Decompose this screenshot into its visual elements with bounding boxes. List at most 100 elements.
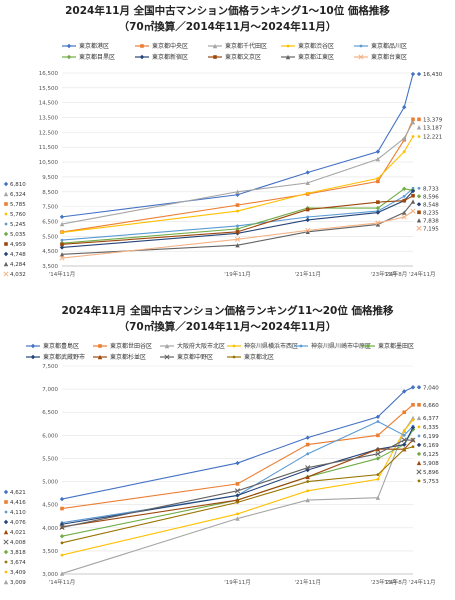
chart1-end-label: 16,430	[416, 71, 443, 78]
chart1-start-label-text: 4,032	[10, 272, 26, 278]
chart2-legend-item: 東京都墨田区	[361, 342, 414, 350]
chart1-ytick-label: 16,500	[39, 71, 59, 77]
chart2-end-label-marker	[416, 442, 422, 448]
chart2-data-point	[376, 420, 380, 423]
chart1-data-point	[59, 252, 65, 257]
chart2-data-point	[410, 425, 416, 430]
chart2-data-point	[235, 460, 240, 466]
chart2-xtick-label: '24年8月	[384, 578, 407, 586]
chart1-end-label: 8,596	[416, 194, 439, 200]
chart2-data-point	[235, 482, 240, 486]
chart2-data-point	[59, 571, 65, 576]
chart2-data-point	[235, 497, 240, 503]
chart1-legend-marker	[213, 55, 217, 59]
chart2-start-label: 4,008	[3, 539, 26, 546]
chart2-data-point	[402, 442, 407, 447]
chart2-series-path	[61, 420, 414, 524]
chart1-legend-item: 東京都中央区	[135, 42, 188, 50]
chart2-end-label: 5,908	[416, 460, 439, 467]
chart1-series-line	[59, 199, 416, 257]
chart2-start-label-text: 4,076	[10, 520, 26, 526]
chart2-end-label: 6,169	[416, 442, 439, 449]
chart1-end-label-text: 7,838	[423, 218, 439, 224]
chart1-series-line	[60, 193, 415, 247]
chart1-series-line	[60, 135, 415, 234]
chart1-start-label-text: 4,284	[10, 262, 26, 268]
chart2-data-point	[411, 445, 415, 449]
chart1-data-point	[402, 150, 406, 154]
chart1-data-point	[236, 224, 239, 228]
chart2-legend-marker	[98, 344, 102, 348]
chart1-data-point	[411, 193, 415, 198]
chart1-data-point	[411, 117, 415, 122]
chart2-xtick-label: '19年11月	[224, 578, 251, 586]
chart2-data-point	[306, 452, 310, 456]
chart2-series-path	[61, 446, 414, 544]
chart1-start-label: 5,785	[4, 202, 26, 208]
chart1-legend-marker	[212, 43, 218, 49]
chart2-end-label-marker	[416, 469, 422, 475]
chart2-series-line	[60, 420, 415, 525]
chart2-series-line	[60, 403, 415, 511]
chart2-data-point	[60, 506, 64, 511]
chart1-end-label: 8,548	[416, 202, 439, 208]
chart2-start-label: 3,818	[3, 549, 26, 556]
chart1-legend-label: 東京都港区	[79, 42, 109, 50]
chart1-data-point	[410, 188, 416, 194]
chart2-legend-label: 東京都墨田区	[378, 342, 414, 350]
chart2-title: 2024年11月 全国中古マンション価格ランキング11～20位 価格推移	[61, 305, 394, 317]
chart2-legend-item: 神奈川県横浜市西区	[227, 342, 298, 350]
chart1-start-label-text: 5,245	[10, 222, 26, 228]
chart2-start-label-text: 3,009	[10, 580, 26, 586]
chart2-end-label-marker	[417, 403, 421, 407]
chart2-ytick-label: 3,000	[42, 572, 58, 578]
chart2-end-label-text: 5,908	[423, 461, 439, 467]
chart1-ytick-label: 8,500	[42, 190, 58, 196]
chart1-start-label: 5,245	[4, 222, 26, 228]
chart2-data-point	[59, 522, 65, 527]
chart1-series-path	[61, 187, 414, 241]
chart2-series-path	[61, 439, 414, 528]
chart2-data-point	[235, 493, 240, 498]
chart1-legend-item: 東京都江東区	[281, 53, 334, 61]
chart1-legend-marker	[359, 44, 363, 48]
chart2-legend-label: 東京都杉並区	[110, 353, 146, 361]
chart1-ytick-label: 5,500	[42, 234, 58, 240]
chart1-end-label-marker	[417, 210, 421, 215]
chart1-title: 2024年11月 全国中古マンション価格ランキング1～10位 価格推移	[65, 5, 390, 17]
chart2-start-label-text: 4,008	[10, 540, 26, 546]
chart2-data-point	[305, 465, 311, 471]
chart2-end-label-marker	[416, 460, 422, 466]
chart1-data-point	[410, 199, 416, 204]
chart1-data-point	[375, 149, 381, 154]
chart1-end-label: 8,733	[417, 186, 439, 192]
chart1-end-label: 13,379	[417, 117, 443, 123]
chart2-legend-label: 東京都中野区	[177, 353, 213, 361]
chart2-legend-item: 東京都中野区	[160, 353, 213, 361]
chart2-data-point	[402, 410, 407, 415]
chart1-data-point	[376, 200, 380, 204]
chart2-start-label: 4,621	[3, 489, 26, 496]
chart2-series-path	[61, 439, 414, 528]
chart2-end-label-marker	[416, 451, 422, 457]
chart2-data-point	[306, 480, 310, 483]
chart1-ytick-label: 11,500	[39, 145, 59, 151]
chart2-end-label: 6,125	[416, 451, 439, 458]
chart1-series-path	[61, 201, 414, 255]
chart1-data-point	[236, 209, 239, 213]
chart1-xtick-label: '24年8月	[384, 270, 407, 278]
chart1-data-point	[235, 189, 240, 194]
chart2-legend-label: 神奈川県横浜市西区	[244, 342, 298, 350]
chart1-start-label-marker	[3, 271, 9, 277]
chart2-legend-item: 大阪府大阪市北区	[160, 342, 225, 350]
chart1-start-label-marker	[3, 191, 9, 197]
chart1-data-point	[234, 236, 241, 242]
chart1-start-label-text: 6,324	[10, 192, 26, 198]
chart1-ytick-label: 14,500	[39, 101, 59, 107]
chart1-data-point	[60, 231, 64, 234]
chart2-end-label: 6,335	[417, 425, 439, 431]
chart2-data-point	[402, 389, 407, 394]
chart2-legend-marker	[299, 344, 303, 348]
chart2-start-label-text: 3,818	[10, 550, 26, 556]
chart1-end-label-marker	[416, 202, 422, 207]
